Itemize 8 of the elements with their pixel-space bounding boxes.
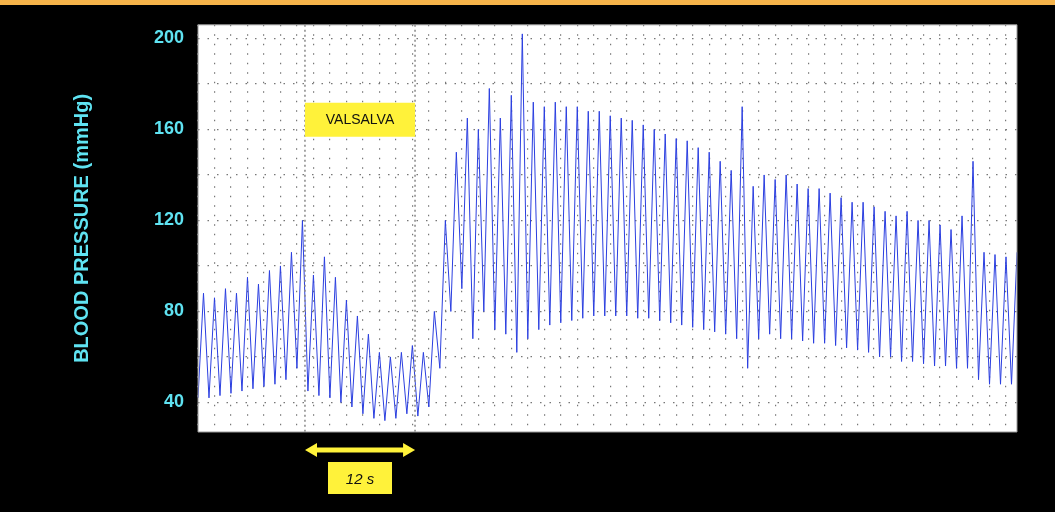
- y-tick-label: 200: [153, 27, 184, 48]
- y-tick-label: 160: [153, 118, 184, 139]
- annotation: VALSALVA: [325, 110, 395, 127]
- y-tick-label: 120: [153, 209, 184, 230]
- text: 12 s: [327, 462, 392, 494]
- y-tick-label: 80: [163, 300, 184, 321]
- y-axis-title: BLOOD PRESSURE (mmHg): [69, 93, 92, 363]
- y-tick-label: 40: [163, 391, 184, 412]
